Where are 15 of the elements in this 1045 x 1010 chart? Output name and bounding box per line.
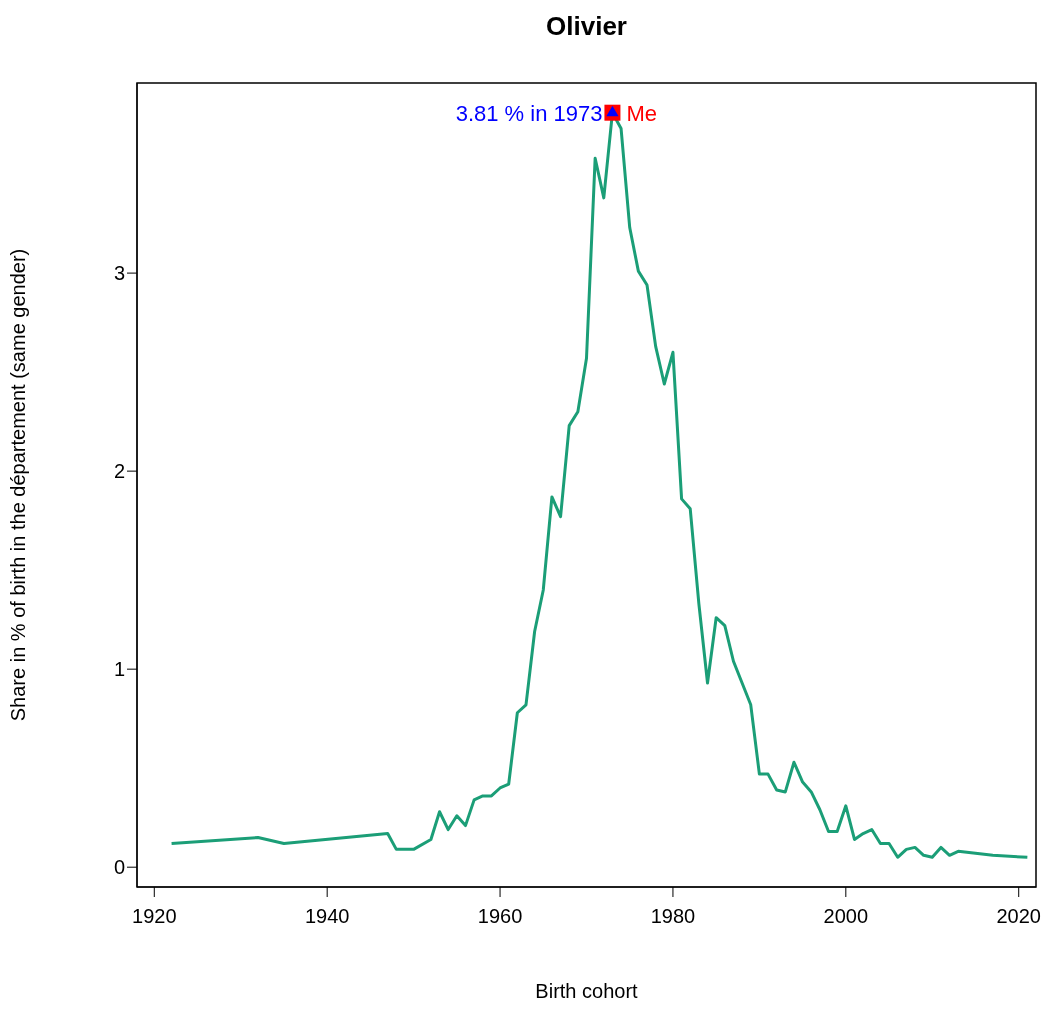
annotation: Me — [626, 100, 657, 126]
x-tick-label: 1920 — [132, 905, 177, 928]
y-tick-label: 0 — [113, 856, 125, 879]
x-tick-label: 1940 — [304, 905, 350, 928]
chart-title: Olivier — [545, 11, 628, 42]
x-tick-label: 2000 — [823, 905, 869, 928]
x-tick-label: 2020 — [996, 905, 1041, 928]
x-axis-title: Birth cohort — [535, 980, 639, 1002]
y-tick-label: 2 — [113, 460, 125, 483]
x-tick-label: 1960 — [477, 905, 523, 928]
y-axis-title: Share in % of birth in the département (same gender) — [7, 248, 30, 722]
annotation: 3.81 % in 1973 — [455, 100, 603, 126]
y-tick-label: 3 — [113, 262, 125, 285]
y-tick-label: 1 — [113, 658, 125, 681]
x-tick-label: 1980 — [650, 905, 696, 928]
